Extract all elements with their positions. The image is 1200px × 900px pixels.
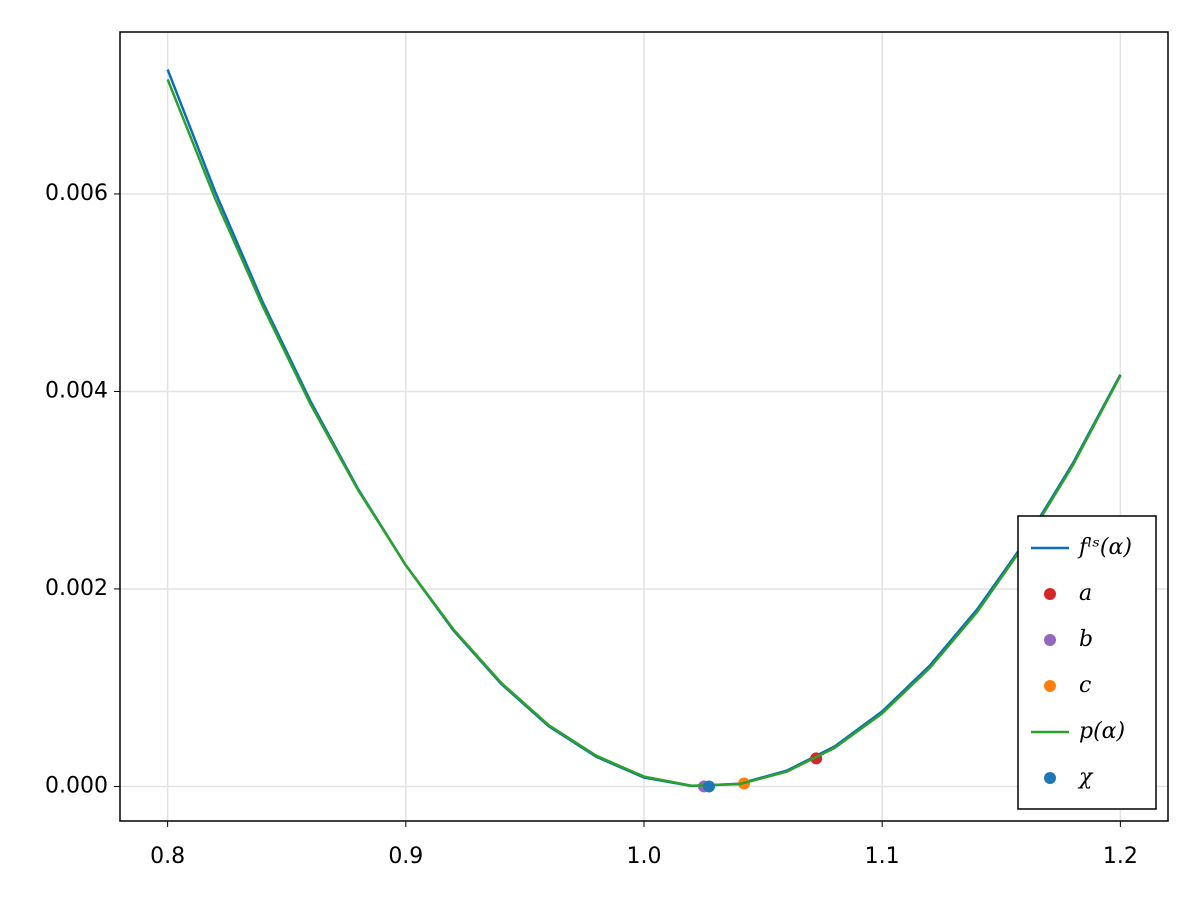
legend-label: p(α) bbox=[1079, 719, 1125, 744]
legend-swatch bbox=[1044, 588, 1056, 600]
x-tick-label: 1.0 bbox=[627, 844, 662, 869]
legend-swatch bbox=[1044, 772, 1056, 784]
plot-frame bbox=[119, 31, 1169, 822]
x-tick-label: 0.8 bbox=[150, 844, 185, 869]
series-line bbox=[166, 78, 1122, 788]
legend-label: b bbox=[1079, 627, 1093, 652]
legend-label: c bbox=[1079, 673, 1091, 698]
y-tick-label: 0.006 bbox=[45, 181, 108, 206]
series-point bbox=[703, 780, 716, 793]
x-tick-label: 1.1 bbox=[865, 844, 900, 869]
x-tick-label: 0.9 bbox=[388, 844, 423, 869]
y-tick-label: 0.004 bbox=[45, 378, 108, 403]
legend-swatch bbox=[1044, 680, 1056, 692]
legend: fˡˢ(α) abc p(α) χ bbox=[1017, 515, 1157, 810]
legend-box bbox=[1017, 515, 1157, 810]
legend-label: fˡˢ(α) bbox=[1077, 535, 1132, 560]
y-tick-label: 0.002 bbox=[45, 576, 108, 601]
legend-label: χ bbox=[1077, 765, 1094, 790]
legend-swatch bbox=[1044, 634, 1056, 646]
x-tick-label: 1.2 bbox=[1103, 844, 1138, 869]
legend-label: a bbox=[1079, 581, 1092, 606]
y-tick-label: 0.000 bbox=[45, 773, 108, 798]
